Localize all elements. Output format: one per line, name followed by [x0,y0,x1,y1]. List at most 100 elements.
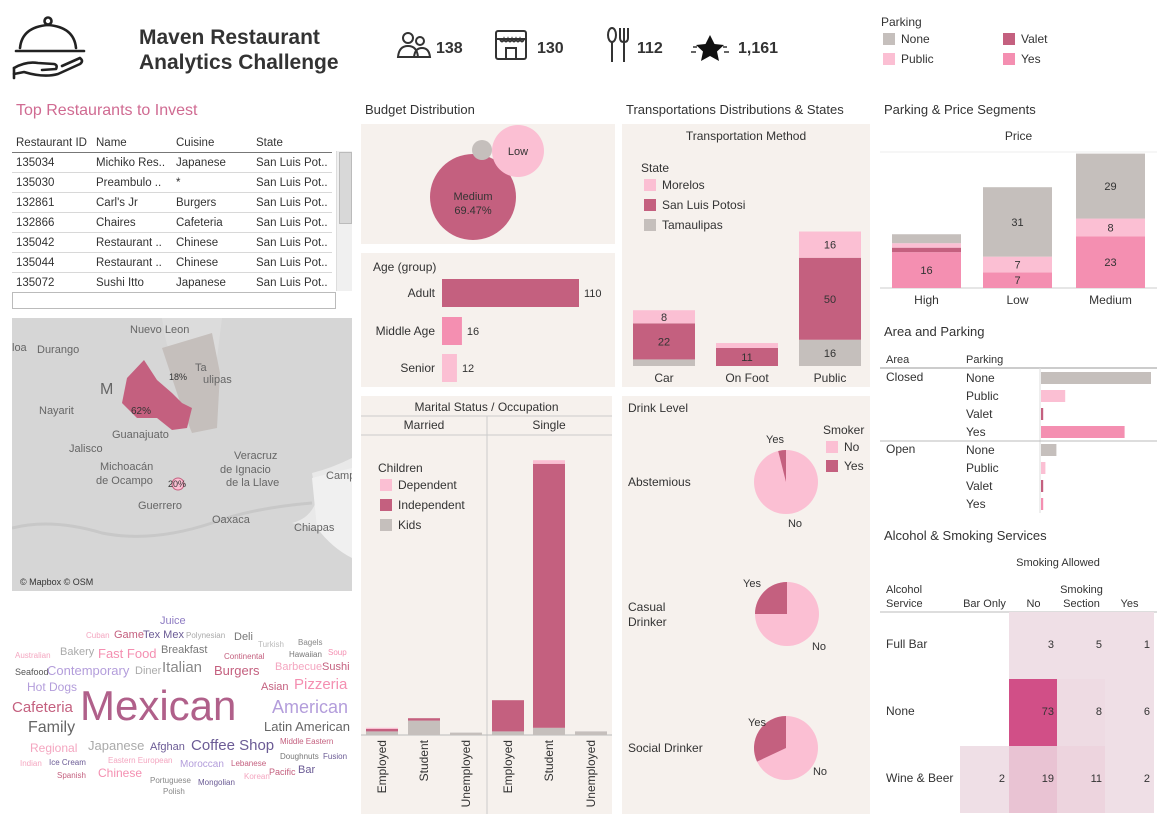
table-scrollbar[interactable] [336,151,352,291]
area-bar[interactable] [1041,390,1066,402]
word-cloud-term: Chinese [98,766,143,780]
marital-bar-segment[interactable] [533,460,565,464]
state-map[interactable]: © Mapbox © OSM Nuevo Leon Durango Nayarit J… [12,318,352,591]
heatmap-cell[interactable] [1009,679,1058,746]
parking-type-label: Valet [966,407,993,421]
transport-bar-segment[interactable] [799,257,861,340]
area-bar[interactable] [1041,498,1044,510]
budget-chart: Medium 69.47% Low [361,124,615,244]
word-cloud-term: Coffee Shop [191,737,275,754]
transport-bar-segment[interactable] [799,231,861,258]
word-cloud-term: American [272,697,349,717]
kpi-stores-value: 130 [537,40,564,57]
price-bar-segment[interactable] [1076,153,1145,219]
price-bar-segment[interactable] [983,187,1052,257]
table-horizontal-scrollbar[interactable] [12,292,336,309]
word-cloud-term: Doughnuts [280,752,319,761]
marital-bar-segment[interactable] [366,727,398,729]
col-header-name[interactable]: Name [96,136,127,149]
marital-bar-segment[interactable] [492,700,524,732]
price-chart: Price 16 High 7 7 31 Low 23 8 29 Medium [880,124,1157,310]
table-cell: Japanese [172,272,252,291]
transport-bar-segment[interactable] [799,339,861,366]
transport-bar-segment[interactable] [633,310,695,324]
area-bar[interactable] [1041,480,1044,492]
region-tamaulipas[interactable] [162,333,220,433]
area-title: Area and Parking [884,324,985,339]
marital-bar-segment[interactable] [408,720,440,735]
price-bar-segment[interactable] [892,247,961,253]
budget-bubble[interactable] [492,125,544,177]
heatmap-cell-value: 3 [1048,639,1054,651]
area-bar[interactable] [1041,372,1151,384]
area-bar[interactable] [1041,426,1125,438]
heatmap-cell[interactable] [1105,746,1154,813]
table-cell: Restaurant .. [92,232,172,253]
marital-bar-segment[interactable] [450,732,482,735]
price-bar-segment[interactable] [1076,236,1145,288]
marital-bar-segment[interactable] [408,718,440,721]
swatch [1003,33,1015,45]
table-row[interactable]: 135042 Restaurant .. Chinese San Luis Pot.. [12,232,332,253]
price-bar-segment[interactable] [1076,218,1145,237]
heatmap-cell[interactable] [1057,612,1106,679]
area-bar[interactable] [1041,462,1046,474]
table-row[interactable]: 135044 Restaurant .. Chinese San Luis Pot.. [12,252,332,273]
area-bar[interactable] [1041,408,1044,420]
price-bar-segment[interactable] [892,252,961,288]
heatmap-cell-value: 6 [1144,706,1150,718]
transport-bar-segment[interactable] [633,359,695,366]
budget-bubble[interactable] [430,154,516,240]
heatmap-cell[interactable] [1105,612,1154,679]
transport-bar-segment[interactable] [716,347,778,366]
table-row[interactable]: 132866 Chaires Cafeteria San Luis Pot.. [12,212,332,233]
pie-slice-yes[interactable] [778,450,786,482]
region-san-luis-potosi[interactable] [122,360,192,430]
heatmap-cell[interactable] [960,746,1009,813]
price-bar-segment[interactable] [892,243,961,248]
marital-bar-segment[interactable] [492,731,524,735]
heatmap-cell-value: 8 [1096,706,1102,718]
col-header-cuisine[interactable]: Cuisine [176,136,215,149]
age-bar[interactable] [442,279,579,307]
budget-bubble[interactable] [472,140,492,160]
col-header-state[interactable]: State [256,136,283,149]
marital-bar-segment[interactable] [366,731,398,735]
map-place-label: Durango [37,344,80,356]
scrollbar-thumb[interactable] [339,152,352,224]
pie-slice-yes[interactable] [755,582,787,614]
transport-bar-segment[interactable] [716,343,778,348]
area-bar[interactable] [1041,444,1057,456]
marital-bar-segment[interactable] [575,731,607,735]
price-bar-segment[interactable] [892,234,961,244]
table-row[interactable]: 132861 Carl's Jr Burgers San Luis Pot.. [12,192,332,213]
age-bar[interactable] [442,317,462,345]
pie-slice-yes[interactable] [754,716,786,762]
map-place-label: Ta [195,362,207,374]
transport-bar-segment[interactable] [633,323,695,360]
word-cloud-term: Regional [30,741,78,755]
table-row[interactable]: 135034 Michiko Res.. Japanese San Luis Pot.… [12,152,332,173]
age-bar[interactable] [442,354,457,382]
heatmap-cell[interactable] [1057,679,1106,746]
heatmap-cell[interactable] [1009,612,1058,679]
col-header-id[interactable]: Restaurant ID [16,136,87,149]
panel-label: Single [532,418,566,432]
legend-smoker-no: No [826,440,859,454]
marital-bar-segment[interactable] [366,729,398,732]
region-morelos[interactable] [171,477,185,491]
price-bar-segment[interactable] [983,256,1052,273]
area-col-header: Area [886,354,910,366]
heatmap-cell[interactable] [1105,679,1154,746]
price-bar-segment[interactable] [983,272,1052,288]
price-category-label: High [914,293,939,307]
heatmap-cell[interactable] [1057,746,1106,813]
heatmap-col-header: Yes [1121,598,1139,610]
table-row[interactable]: 135072 Sushi Itto Japanese San Luis Pot.. [12,272,332,291]
marital-bar-segment[interactable] [533,727,565,735]
drink-category-label: Social Drinker [628,741,703,755]
marital-bar-segment[interactable] [533,463,565,728]
word-cloud-term: Hot Dogs [27,680,78,694]
table-row[interactable]: 135030 Preambulo .. * San Luis Pot.. [12,172,332,193]
heatmap-cell[interactable] [1009,746,1058,813]
